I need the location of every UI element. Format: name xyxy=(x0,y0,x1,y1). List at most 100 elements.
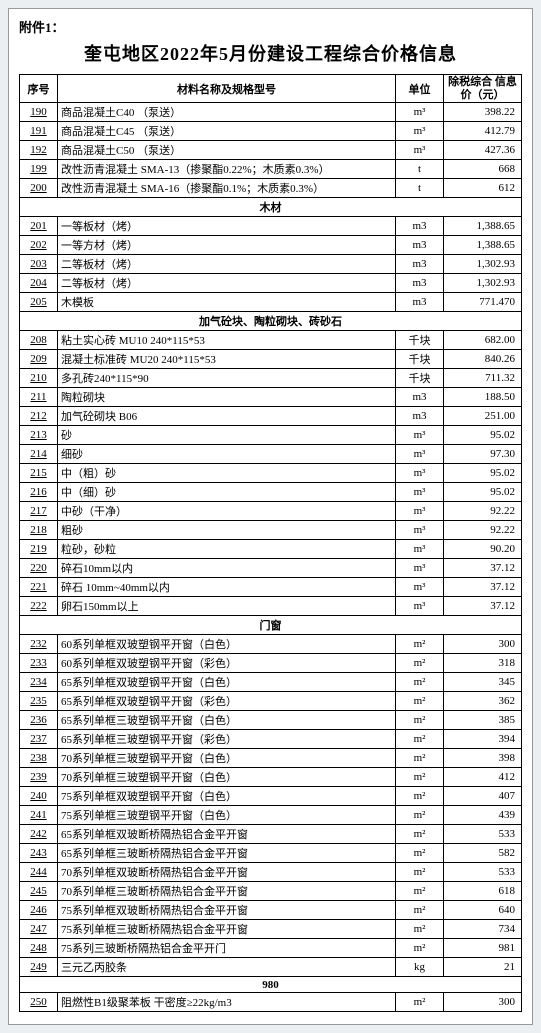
cell-price: 533 xyxy=(444,863,522,882)
col-unit: 单位 xyxy=(396,75,444,103)
cell-unit: m³ xyxy=(396,502,444,521)
table-row: 24875系列三玻断桥隔热铝合金平开门m²981 xyxy=(20,939,522,958)
cell-seq: 247 xyxy=(20,920,58,939)
cell-seq: 210 xyxy=(20,369,58,388)
cell-price: 981 xyxy=(444,939,522,958)
cell-price: 394 xyxy=(444,730,522,749)
table-row: 211陶粒砌块m3188.50 xyxy=(20,388,522,407)
page-title: 奎屯地区2022年5月份建设工程综合价格信息 xyxy=(19,40,522,66)
attachment-label: 附件1： xyxy=(19,17,522,36)
cell-name: 商品混凝土C40 （泵送） xyxy=(58,103,396,122)
cell-seq: 216 xyxy=(20,483,58,502)
cell-unit: m3 xyxy=(396,388,444,407)
cell-unit: m² xyxy=(396,654,444,673)
cell-name: 75系列单框三玻塑钢平开窗（白色） xyxy=(58,806,396,825)
cell-name: 三元乙丙胶条 xyxy=(58,958,396,977)
cell-seq: 234 xyxy=(20,673,58,692)
cell-unit: kg xyxy=(396,958,444,977)
table-header-row: 序号 材料名称及规格型号 单位 除税综合 信息价（元） xyxy=(20,75,522,103)
cell-seq: 203 xyxy=(20,255,58,274)
cell-price: 427.36 xyxy=(444,141,522,160)
cell-unit: m3 xyxy=(396,407,444,426)
cell-name: 木模板 xyxy=(58,293,396,312)
cell-unit: m3 xyxy=(396,274,444,293)
cell-price: 37.12 xyxy=(444,559,522,578)
cell-name: 70系列单框三玻塑钢平开窗（白色） xyxy=(58,768,396,787)
table-row: 213砂m³95.02 xyxy=(20,426,522,445)
table-row: 23870系列单框三玻塑钢平开窗（白色）m²398 xyxy=(20,749,522,768)
cell-name: 一等板材（烤） xyxy=(58,217,396,236)
cell-unit: m3 xyxy=(396,255,444,274)
col-price: 除税综合 信息价（元） xyxy=(444,75,522,103)
cell-seq: 202 xyxy=(20,236,58,255)
section-row: 木材 xyxy=(20,198,522,217)
cell-unit: 千块 xyxy=(396,331,444,350)
cell-unit: m² xyxy=(396,692,444,711)
cell-seq: 240 xyxy=(20,787,58,806)
cell-seq: 217 xyxy=(20,502,58,521)
cell-seq: 208 xyxy=(20,331,58,350)
cell-unit: m² xyxy=(396,993,444,1012)
cell-unit: 千块 xyxy=(396,369,444,388)
table-row: 219粒砂，砂粒m³90.20 xyxy=(20,540,522,559)
table-row: 24365系列单框三玻断桥隔热铝合金平开窗m²582 xyxy=(20,844,522,863)
table-row: 199改性沥青混凝土 SMA-13（掺聚酯0.22%；木质素0.3%）t668 xyxy=(20,160,522,179)
cell-name: 65系列单框双玻塑钢平开窗（彩色） xyxy=(58,692,396,711)
table-row: 191商品混凝土C45 （泵送）m³412.79 xyxy=(20,122,522,141)
cell-unit: m³ xyxy=(396,464,444,483)
cell-name: 70系列单框双玻断桥隔热铝合金平开窗 xyxy=(58,863,396,882)
table-row: 190商品混凝土C40 （泵送）m³398.22 xyxy=(20,103,522,122)
cell-seq: 204 xyxy=(20,274,58,293)
cell-name: 75系列三玻断桥隔热铝合金平开门 xyxy=(58,939,396,958)
cell-price: 1,302.93 xyxy=(444,274,522,293)
cell-price: 92.22 xyxy=(444,521,522,540)
cell-unit: m³ xyxy=(396,122,444,141)
cell-price: 318 xyxy=(444,654,522,673)
table-row: 24470系列单框双玻断桥隔热铝合金平开窗m²533 xyxy=(20,863,522,882)
table-row: 215中（粗）砂m³95.02 xyxy=(20,464,522,483)
cell-seq: 238 xyxy=(20,749,58,768)
cell-name: 65系列单框三玻塑钢平开窗（彩色） xyxy=(58,730,396,749)
section-row: 980 xyxy=(20,977,522,993)
table-row: 212加气砼砌块 B06m3251.00 xyxy=(20,407,522,426)
cell-unit: m² xyxy=(396,806,444,825)
cell-seq: 246 xyxy=(20,901,58,920)
cell-seq: 237 xyxy=(20,730,58,749)
cell-unit: m³ xyxy=(396,559,444,578)
cell-price: 412 xyxy=(444,768,522,787)
cell-name: 粒砂，砂粒 xyxy=(58,540,396,559)
cell-name: 75系列单框双玻塑钢平开窗（白色） xyxy=(58,787,396,806)
cell-name: 中（细）砂 xyxy=(58,483,396,502)
table-row: 23465系列单框双玻塑钢平开窗（白色）m²345 xyxy=(20,673,522,692)
cell-seq: 199 xyxy=(20,160,58,179)
cell-price: 711.32 xyxy=(444,369,522,388)
cell-seq: 245 xyxy=(20,882,58,901)
table-row: 204二等板材（烤）m31,302.93 xyxy=(20,274,522,293)
cell-name: 改性沥青混凝土 SMA-16（掺聚酯0.1%；木质素0.3%） xyxy=(58,179,396,198)
cell-price: 21 xyxy=(444,958,522,977)
price-table: 序号 材料名称及规格型号 单位 除税综合 信息价（元） 190商品混凝土C40 … xyxy=(19,74,522,1012)
cell-name: 65系列单框三玻塑钢平开窗（白色） xyxy=(58,711,396,730)
table-body: 190商品混凝土C40 （泵送）m³398.22191商品混凝土C45 （泵送）… xyxy=(20,103,522,1012)
cell-price: 90.20 xyxy=(444,540,522,559)
cell-unit: m³ xyxy=(396,521,444,540)
cell-seq: 250 xyxy=(20,993,58,1012)
cell-seq: 221 xyxy=(20,578,58,597)
table-row: 249三元乙丙胶条kg21 xyxy=(20,958,522,977)
cell-seq: 241 xyxy=(20,806,58,825)
cell-seq: 242 xyxy=(20,825,58,844)
cell-unit: m² xyxy=(396,768,444,787)
cell-name: 商品混凝土C45 （泵送） xyxy=(58,122,396,141)
cell-unit: m² xyxy=(396,882,444,901)
cell-price: 734 xyxy=(444,920,522,939)
cell-unit: m² xyxy=(396,939,444,958)
col-name: 材料名称及规格型号 xyxy=(58,75,396,103)
cell-price: 1,388.65 xyxy=(444,217,522,236)
cell-name: 阻燃性B1级聚苯板 干密度≥22kg/m3 xyxy=(58,993,396,1012)
table-row: 217中砂（干净）m³92.22 xyxy=(20,502,522,521)
section-row: 门窗 xyxy=(20,616,522,635)
table-row: 221碎石 10mm~40mm以内m³37.12 xyxy=(20,578,522,597)
table-row: 201一等板材（烤）m31,388.65 xyxy=(20,217,522,236)
cell-seq: 244 xyxy=(20,863,58,882)
cell-seq: 214 xyxy=(20,445,58,464)
